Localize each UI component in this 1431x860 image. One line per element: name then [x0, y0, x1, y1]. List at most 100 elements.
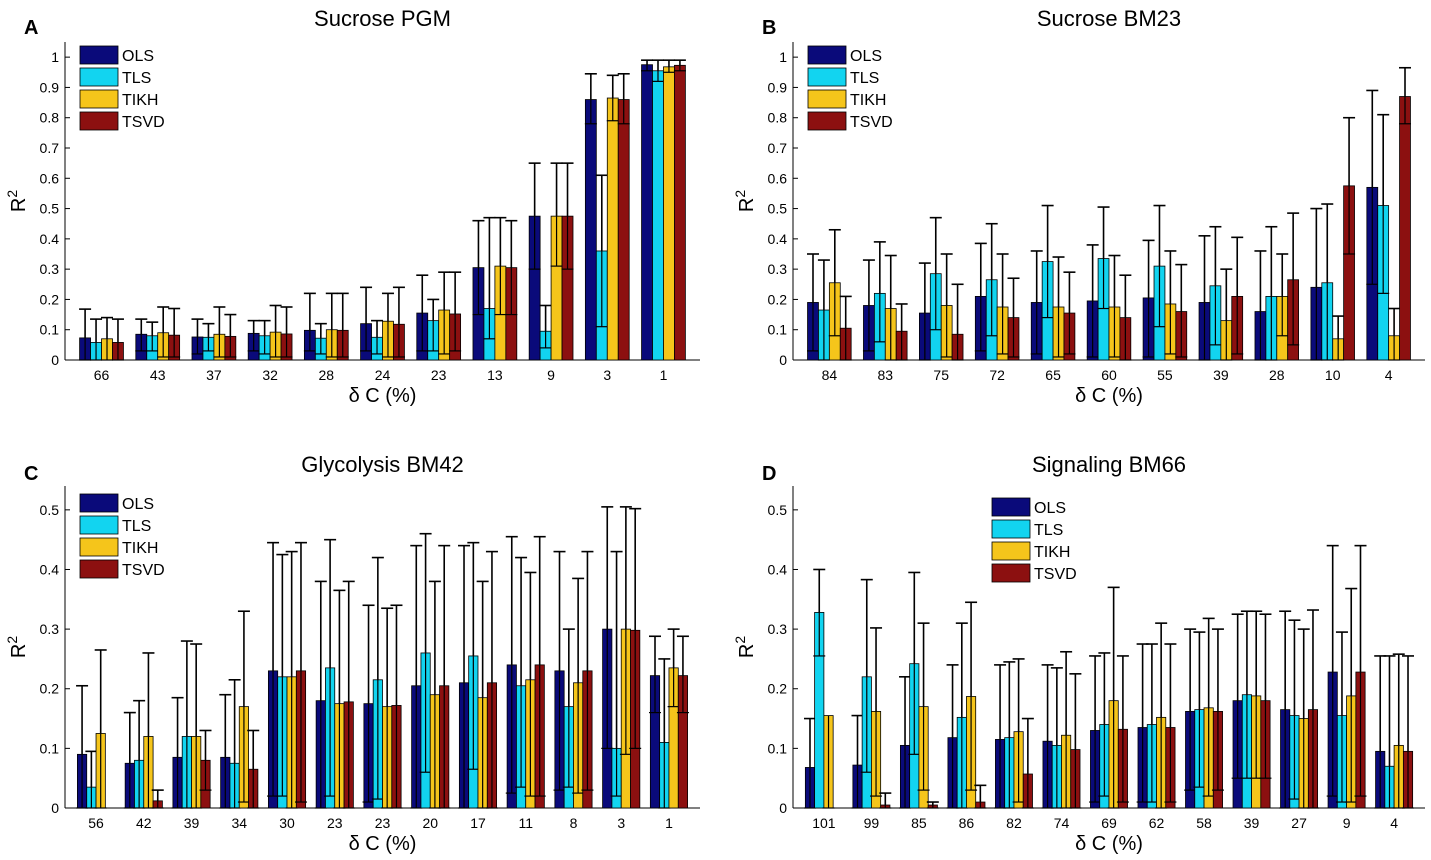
- x-tick-label: 99: [864, 815, 880, 831]
- y-tick-label: 0.8: [768, 110, 788, 126]
- x-tick-label: 39: [1213, 367, 1229, 383]
- y-tick-label: 1: [51, 49, 59, 65]
- y-tick-label: 0.7: [40, 140, 60, 156]
- legend: OLS TLS TIKH TSVD: [76, 490, 165, 584]
- x-tick-label: 39: [1244, 815, 1260, 831]
- y-tick-label: 0.2: [40, 681, 60, 697]
- legend-label-tls: TLS: [122, 70, 151, 87]
- legend-label-tsvd: TSVD: [122, 562, 165, 579]
- x-tick-label: 39: [184, 815, 200, 831]
- x-tick-label: 1: [665, 815, 673, 831]
- legend-label-tls: TLS: [122, 518, 151, 535]
- x-tick-label: 9: [1343, 815, 1351, 831]
- legend-label-tls: TLS: [850, 70, 879, 87]
- y-tick-label: 0.1: [768, 740, 788, 756]
- x-tick-label: 11: [518, 815, 533, 831]
- legend-label-ols: OLS: [850, 48, 882, 65]
- y-tick-label: 0.2: [40, 291, 60, 307]
- y-tick-label: 1: [779, 49, 787, 65]
- x-tick-label: 34: [231, 815, 247, 831]
- x-tick-label: 74: [1054, 815, 1070, 831]
- legend-swatch-tls: [79, 67, 119, 87]
- x-tick-label: 58: [1196, 815, 1212, 831]
- y-tick-label: 0.9: [40, 79, 60, 95]
- legend: OLS TLS TIKH TSVD: [988, 494, 1093, 588]
- y-tick-label: 0.4: [768, 561, 788, 577]
- y-tick-label: 0.9: [768, 79, 788, 95]
- x-tick-label: 20: [422, 815, 438, 831]
- x-tick-label: 65: [1045, 367, 1061, 383]
- x-tick-label: 28: [1269, 367, 1285, 383]
- legend-swatch-tikh: [79, 89, 119, 109]
- x-tick-label: 3: [603, 367, 611, 383]
- y-tick-label: 0.7: [768, 140, 788, 156]
- x-tick-label: 84: [822, 367, 838, 383]
- x-tick-label: 24: [375, 367, 391, 383]
- legend-label-ols: OLS: [122, 48, 154, 65]
- y-tick-label: 0.4: [40, 231, 60, 247]
- x-tick-label: 85: [911, 815, 927, 831]
- x-tick-label: 1: [660, 367, 668, 383]
- legend: OLS TLS TIKH TSVD: [76, 42, 165, 136]
- legend-label-tls: TLS: [1034, 522, 1063, 539]
- y-axis-label: R2: [732, 636, 758, 658]
- legend-label-tikh: TIKH: [122, 92, 158, 109]
- x-axis-label: δ C (%): [1075, 833, 1143, 855]
- x-tick-label: 8: [570, 815, 578, 831]
- y-tick-label: 0: [779, 800, 787, 816]
- x-tick-label: 3: [617, 815, 625, 831]
- bar-tikh: [606, 97, 619, 361]
- panel-b: B Sucrose BM23 R2 δ C (%) 0 0.1 0.2 0.3 0.4 0.5 0.…: [732, 6, 1425, 407]
- y-tick-label: 0.2: [768, 681, 788, 697]
- bar-tsvd: [617, 99, 630, 361]
- y-tick-label: 0.4: [768, 231, 788, 247]
- panel-letter: C: [24, 463, 38, 485]
- legend-label-tsvd: TSVD: [850, 114, 893, 131]
- y-tick-label: 0.3: [40, 261, 60, 277]
- y-tick-label: 0.3: [40, 621, 60, 637]
- y-tick-label: 0.3: [768, 261, 788, 277]
- chart-title: Sucrose BM23: [1037, 6, 1181, 31]
- x-tick-label: 30: [279, 815, 295, 831]
- legend-label-ols: OLS: [1034, 500, 1066, 517]
- legend-swatch-tikh: [807, 89, 847, 109]
- x-tick-label: 86: [959, 815, 975, 831]
- legend-swatch-tls: [807, 67, 847, 87]
- chart-title: Signaling BM66: [1032, 452, 1186, 477]
- x-tick-label: 23: [327, 815, 343, 831]
- legend-swatch-tikh: [991, 541, 1031, 561]
- bar-tls: [652, 70, 664, 361]
- y-tick-label: 0.5: [40, 502, 60, 518]
- legend-swatch-ols: [807, 45, 847, 65]
- legend-swatch-tikh: [79, 537, 119, 557]
- panel-a: A Sucrose PGM R2 δ C (%) 0 0.1 0.2 0.3 0.4 0.5 0.6…: [4, 6, 700, 407]
- x-tick-label: 4: [1390, 815, 1398, 831]
- x-tick-label: 42: [136, 815, 152, 831]
- legend-swatch-ols: [79, 493, 119, 513]
- x-tick-label: 4: [1385, 367, 1393, 383]
- x-tick-label: 27: [1291, 815, 1307, 831]
- panel-letter: A: [24, 17, 38, 39]
- y-tick-label: 0.5: [768, 201, 788, 217]
- legend-swatch-ols: [991, 497, 1031, 517]
- y-axis-label: R2: [4, 190, 30, 212]
- x-tick-label: 62: [1149, 815, 1165, 831]
- bar-tikh: [663, 66, 675, 361]
- x-tick-label: 82: [1006, 815, 1022, 831]
- x-axis-label: δ C (%): [349, 385, 417, 407]
- bar-tsvd: [674, 64, 686, 361]
- x-tick-label: 55: [1157, 367, 1173, 383]
- legend-swatch-tsvd: [807, 111, 847, 131]
- bar-ols: [641, 64, 653, 361]
- panel-letter: B: [762, 17, 776, 39]
- x-tick-label: 37: [206, 367, 222, 383]
- legend-label-tsvd: TSVD: [1034, 566, 1077, 583]
- x-tick-label: 28: [319, 367, 335, 383]
- x-tick-label: 43: [150, 367, 166, 383]
- y-tick-label: 0: [51, 800, 59, 816]
- chart-title: Glycolysis BM42: [301, 452, 464, 477]
- legend-label-ols: OLS: [122, 496, 154, 513]
- x-tick-label: 56: [88, 815, 104, 831]
- y-tick-label: 0: [51, 352, 59, 368]
